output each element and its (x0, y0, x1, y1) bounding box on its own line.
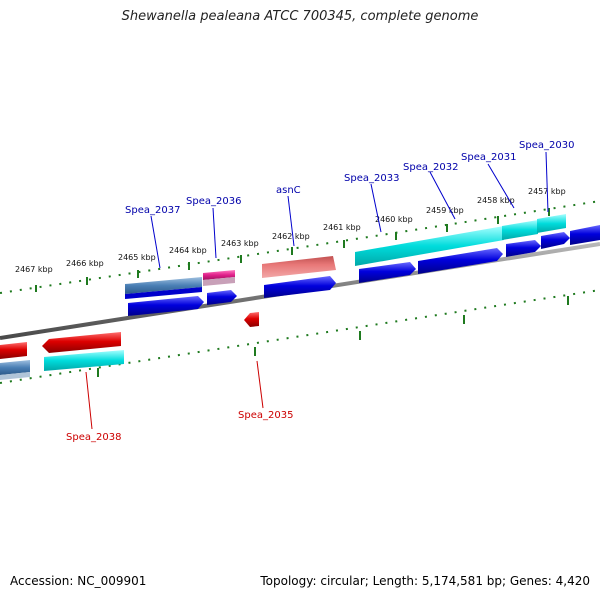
gene-label: Spea_2035 (238, 410, 293, 421)
cds-arrow-forward (418, 248, 503, 274)
cds-reverse-track (0, 312, 259, 359)
gene-labels-plus: Spea_2030 Spea_2031 Spea_2032 Spea_2033 … (125, 140, 574, 269)
feature-track-upper (125, 214, 566, 299)
feature-cyan (502, 220, 538, 240)
tick-label: 2464 kbp (169, 246, 207, 255)
tick-label: 2459 kbp (426, 206, 464, 215)
gene-label: Spea_2038 (66, 432, 121, 443)
genome-summary-text: Topology: circular; Length: 5,174,581 bp… (260, 574, 590, 588)
cds-arrow-forward (570, 225, 600, 245)
cds-arrow-forward (128, 296, 204, 316)
gene-label: Spea_2036 (186, 196, 241, 207)
tick-label: 2461 kbp (323, 223, 361, 232)
gene-label: Spea_2031 (461, 152, 516, 163)
feature-steel-band (125, 287, 202, 299)
feature-pink-shade (203, 277, 235, 286)
cds-arrow-forward (506, 240, 541, 257)
cds-arrow-reverse (244, 312, 259, 327)
cds-arrow-reverse (0, 342, 27, 359)
cds-arrow-forward (207, 290, 237, 305)
feature-steel (0, 360, 30, 375)
tick-label: 2460 kbp (375, 215, 413, 224)
gene-label: Spea_2033 (344, 173, 399, 184)
feature-cyan (537, 214, 566, 233)
feature-steel (125, 277, 202, 294)
feature-cyan (355, 226, 504, 266)
feature-salmon (262, 256, 336, 278)
feature-track-lower (0, 350, 124, 380)
feature-cyan (44, 350, 124, 371)
feature-pink (203, 270, 235, 280)
cds-arrow-reverse (42, 332, 121, 353)
tick-label: 2466 kbp (66, 259, 104, 268)
tick-label: 2463 kbp (221, 239, 259, 248)
gene-label: Spea_2030 (519, 140, 574, 151)
cds-arrow-forward (264, 276, 336, 298)
tick-ruler-outer: 2457 kbp 2458 kbp 2459 kbp 2460 kbp 2461… (0, 187, 600, 294)
tick-label: 2465 kbp (118, 253, 156, 262)
gene-label: asnC (276, 185, 301, 196)
cds-forward-track (128, 225, 600, 316)
feature-steel-shade (0, 372, 30, 380)
tick-label: 2458 kbp (477, 196, 515, 205)
cds-arrow-forward (541, 232, 570, 249)
tick-label: 2467 kbp (15, 265, 53, 274)
map-title: Shewanella pealeana ATCC 700345, complet… (121, 9, 479, 24)
tick-ruler-inner (0, 289, 600, 384)
cds-arrow-forward (359, 262, 416, 283)
accession-text: Accession: NC_009901 (10, 574, 147, 588)
gene-label: Spea_2032 (403, 162, 458, 173)
tick-label: 2462 kbp (272, 232, 310, 241)
gene-label: Spea_2037 (125, 205, 180, 216)
gene-labels-minus: Spea_2035 Spea_2038 (66, 360, 293, 443)
